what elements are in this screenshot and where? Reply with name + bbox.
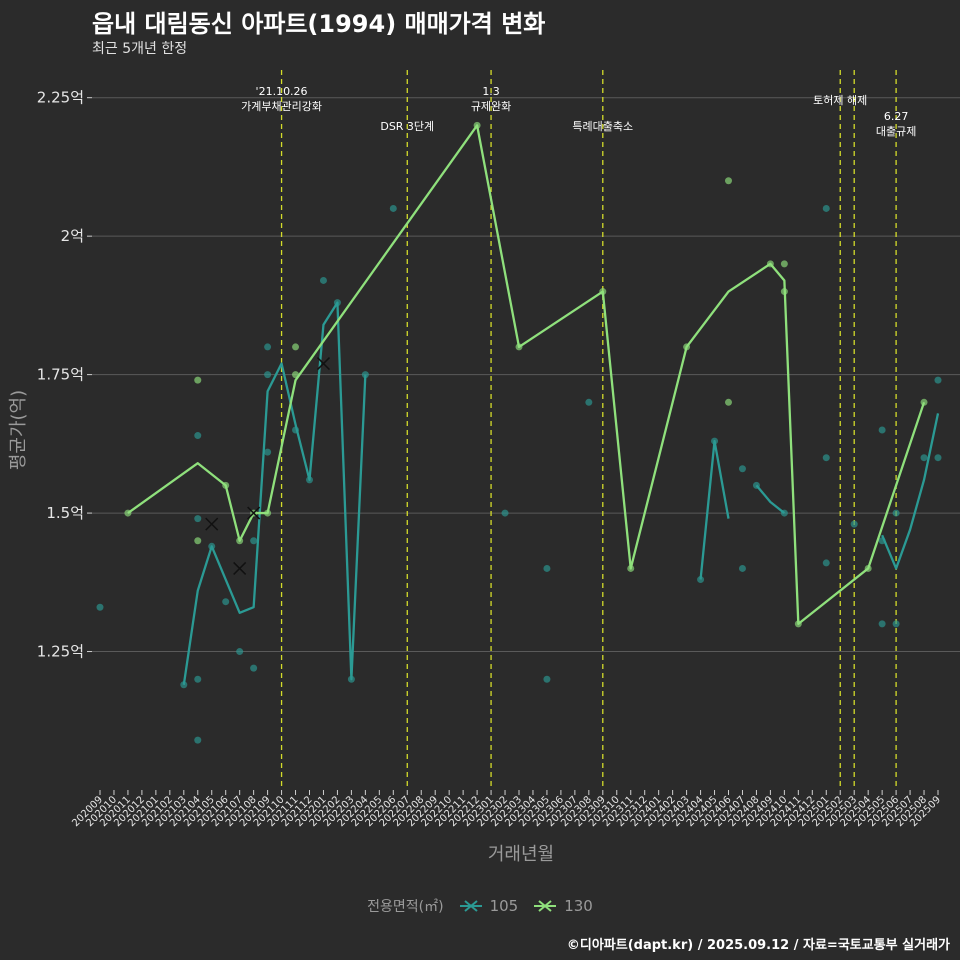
data-point-105 xyxy=(822,559,830,567)
data-point-105 xyxy=(264,343,272,351)
series-line-130 xyxy=(127,124,926,625)
data-point-105 xyxy=(738,465,746,473)
data-point-130 xyxy=(194,537,202,545)
data-point-105 xyxy=(892,509,900,517)
chart-title: 읍내 대림동신 아파트(1994) 매매가격 변화 xyxy=(92,10,546,38)
series-line-105 xyxy=(699,439,730,580)
data-point-105 xyxy=(264,448,272,456)
data-point-105 xyxy=(920,454,928,462)
data-point-130 xyxy=(725,398,732,406)
data-point-105 xyxy=(194,736,202,744)
data-point-130 xyxy=(725,177,732,185)
y-tick-label: 2억 xyxy=(61,227,84,245)
policy-marker-label: 가계부채관리강화 xyxy=(241,100,322,113)
y-axis-title: 평균가(억) xyxy=(8,390,29,470)
data-point-105 xyxy=(543,564,551,572)
policy-marker-label: 대출규제 xyxy=(876,125,916,138)
policy-marker-label: 규제완화 xyxy=(471,100,511,113)
data-point-105 xyxy=(878,620,886,628)
cross-marker-105 xyxy=(205,517,219,531)
data-point-105 xyxy=(250,537,258,545)
y-tick-label: 1.75억 xyxy=(37,366,84,384)
x-axis-title: 거래년월 xyxy=(488,844,554,865)
y-tick-label: 1.5억 xyxy=(46,504,84,522)
data-point-105 xyxy=(934,454,942,462)
data-point-105 xyxy=(96,603,104,611)
data-point-105 xyxy=(389,204,397,212)
data-point-105 xyxy=(822,204,830,212)
data-point-105 xyxy=(822,454,830,462)
cross-marker-105 xyxy=(233,561,247,575)
data-point-130 xyxy=(780,260,788,268)
data-point-130 xyxy=(292,343,300,351)
policy-marker-label: 토허제 해제 xyxy=(813,93,867,107)
data-point-105 xyxy=(892,620,900,628)
data-point-105 xyxy=(501,509,509,517)
legend-key-130-icon xyxy=(534,900,557,912)
cross-marker-130 xyxy=(247,506,261,520)
data-point-105 xyxy=(194,432,202,440)
data-point-105 xyxy=(250,664,258,672)
legend-key-105-icon xyxy=(459,900,482,912)
legend-item-130[interactable]: 130 xyxy=(532,897,593,915)
policy-marker-label: 특례대출축소 xyxy=(572,120,633,133)
series-line-105 xyxy=(881,413,940,570)
y-tick-label: 1.25억 xyxy=(37,643,84,661)
data-point-105 xyxy=(222,598,230,606)
data-point-105 xyxy=(236,648,244,656)
data-point-130 xyxy=(194,376,202,384)
series-line-105 xyxy=(182,301,367,685)
legend-title: 전용면적(㎡) xyxy=(367,899,444,915)
y-tick-label: 2.25억 xyxy=(37,89,84,107)
legend-item-105[interactable]: 105 xyxy=(458,897,519,915)
legend-label-105: 105 xyxy=(489,897,519,915)
data-point-105 xyxy=(585,398,593,406)
data-point-105 xyxy=(543,675,551,683)
policy-marker-label: 1.3 xyxy=(482,85,500,98)
data-point-105 xyxy=(194,515,202,523)
policy-marker-label: DSR 3단계 xyxy=(380,120,434,133)
chart-subtitle: 최근 5개년 한정 xyxy=(92,41,188,57)
data-point-105 xyxy=(319,276,327,284)
data-point-105 xyxy=(850,520,858,528)
data-point-105 xyxy=(738,564,746,572)
source-caption: ©디아파트(dapt.kr) / 2025.09.12 / 자료=국토교통부 실… xyxy=(566,938,950,953)
legend: 전용면적(㎡) 105 130 xyxy=(0,896,960,916)
data-point-105 xyxy=(878,426,886,434)
data-point-105 xyxy=(264,371,272,379)
data-point-105 xyxy=(194,675,202,683)
policy-marker-label: 6.27 xyxy=(884,110,909,123)
policy-marker-label: '21.10.26 xyxy=(256,85,308,98)
legend-label-130: 130 xyxy=(564,897,593,915)
data-point-105 xyxy=(934,376,942,384)
series-line-105 xyxy=(755,484,786,514)
cross-marker-105 xyxy=(316,357,330,371)
